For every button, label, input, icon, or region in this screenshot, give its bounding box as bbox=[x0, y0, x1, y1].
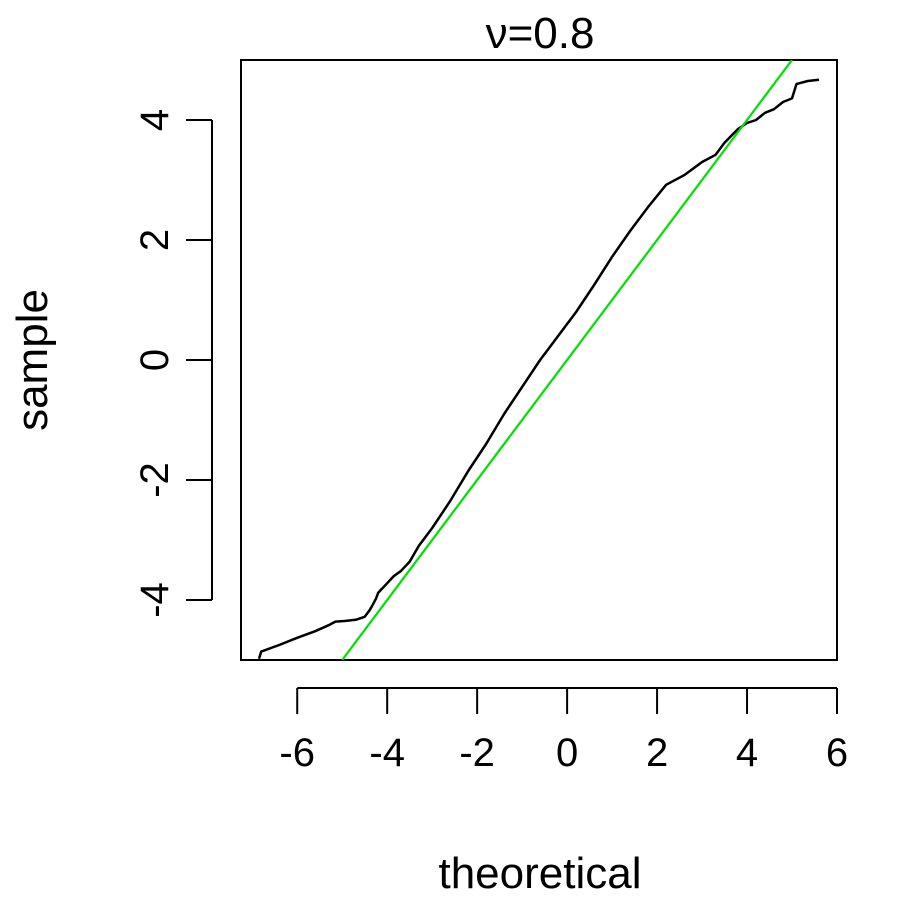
series-layer bbox=[257, 60, 820, 660]
x-axis: -6 -4 -2 0 2 4 6 bbox=[279, 687, 848, 775]
reference-line bbox=[341, 60, 793, 660]
y-axis-label: sample bbox=[8, 289, 57, 431]
x-tick-label: 2 bbox=[646, 731, 668, 775]
plot-frame bbox=[240, 59, 838, 661]
chart-title: ν=0.8 bbox=[486, 9, 595, 58]
x-tick-label: 0 bbox=[556, 731, 578, 775]
x-tick-label: 6 bbox=[826, 731, 848, 775]
x-tick-label: -6 bbox=[279, 731, 315, 775]
x-tick-label: 4 bbox=[736, 731, 758, 775]
y-tick-label: 0 bbox=[133, 349, 177, 371]
y-tick-label: 4 bbox=[133, 109, 177, 131]
y-tick-label: -2 bbox=[133, 462, 177, 498]
sample-quantile-line bbox=[257, 78, 820, 660]
x-axis-label: theoretical bbox=[438, 849, 641, 898]
y-tick-label: 2 bbox=[133, 229, 177, 251]
x-tick-label: -2 bbox=[459, 731, 495, 775]
x-tick-label: -4 bbox=[369, 731, 405, 775]
y-axis: -4 -2 0 2 4 bbox=[133, 109, 213, 618]
y-tick-label: -4 bbox=[133, 582, 177, 618]
